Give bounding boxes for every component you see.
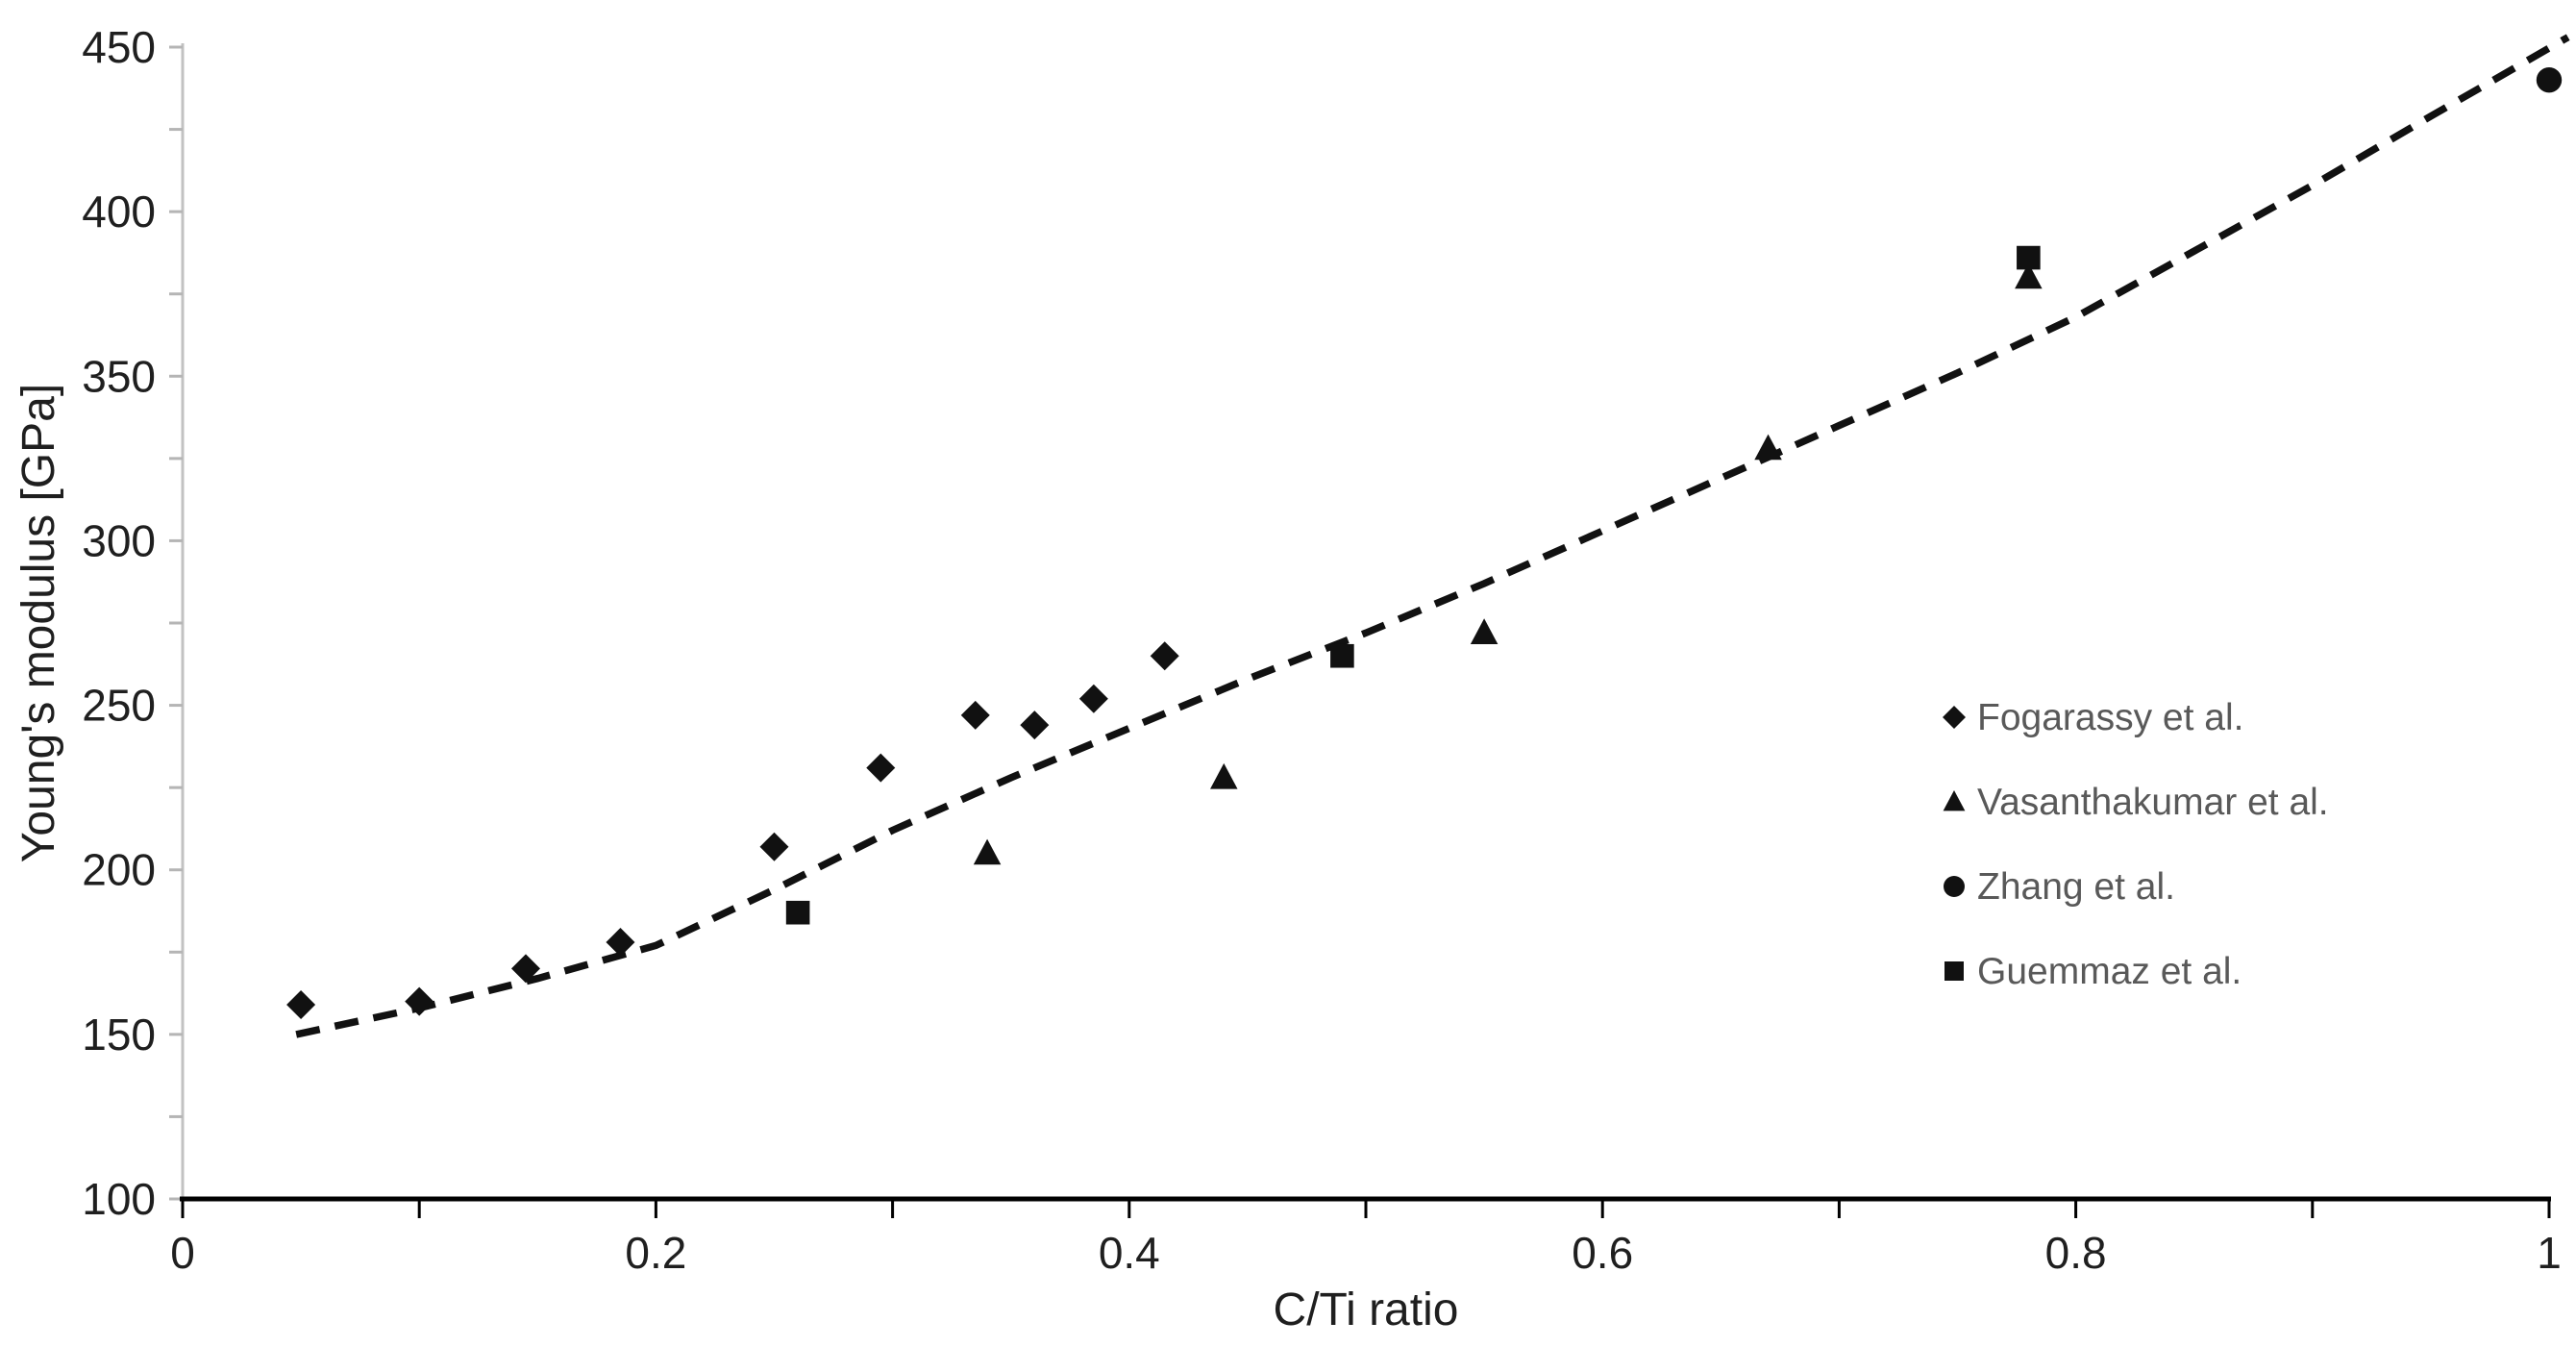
legend-item: Guemmaz et al. <box>1940 929 2329 1013</box>
y-tick-label: 250 <box>82 681 156 731</box>
triangle-legend-icon <box>1943 790 1966 811</box>
square-legend-icon <box>1944 961 1964 981</box>
data-point-diamond <box>510 954 540 984</box>
y-tick-label: 150 <box>82 1010 156 1060</box>
legend-item: Zhang et al. <box>1940 844 2329 929</box>
data-point-triangle <box>973 838 1002 865</box>
data-point-triangle <box>1470 618 1499 644</box>
data-point-diamond <box>405 986 434 1016</box>
circle-legend-icon <box>1944 876 1965 897</box>
data-point-circle <box>2536 67 2563 93</box>
data-point-diamond <box>606 928 635 958</box>
data-point-diamond <box>960 700 990 730</box>
data-point-square <box>1330 643 1354 668</box>
legend-item-label: Guemmaz et al. <box>1977 950 2242 992</box>
data-point-diamond <box>1150 641 1179 671</box>
data-point-triangle <box>1210 762 1238 789</box>
y-tick-label: 300 <box>82 515 156 565</box>
diamond-legend-icon <box>1943 706 1966 729</box>
x-tick-label: 0.8 <box>2045 1228 2107 1278</box>
y-tick-label: 100 <box>82 1174 156 1224</box>
x-tick-label: 0.4 <box>1099 1228 1160 1278</box>
legend-item: Vasanthakumar et al. <box>1940 760 2329 844</box>
data-point-square <box>2017 245 2041 270</box>
y-tick-label: 200 <box>82 845 156 895</box>
data-point-diamond <box>759 832 789 861</box>
legend-item-label: Vasanthakumar et al. <box>1977 781 2329 823</box>
y-tick-label: 350 <box>82 351 156 401</box>
data-point-diamond <box>1078 684 1108 713</box>
y-tick-label: 450 <box>82 22 156 72</box>
legend-item: Fogarassy et al. <box>1940 675 2329 760</box>
data-point-triangle <box>1754 434 1782 461</box>
x-tick-label: 0.2 <box>625 1228 686 1278</box>
x-axis-title: C/Ti ratio <box>1274 1285 1459 1335</box>
x-tick-label: 1 <box>2537 1228 2562 1278</box>
data-point-triangle <box>2015 262 2043 289</box>
x-tick-label: 0.6 <box>1572 1228 1633 1278</box>
x-tick-label: 0 <box>170 1228 195 1278</box>
data-point-diamond <box>1020 711 1050 740</box>
data-point-diamond <box>286 990 316 1020</box>
y-tick-label: 400 <box>82 187 156 237</box>
legend: Fogarassy et al. Vasanthakumar et al. Zhan… <box>1940 675 2329 1013</box>
legend-item-label: Zhang et al. <box>1977 865 2175 908</box>
y-axis-title: Young's modulus [GPa] <box>13 384 64 862</box>
data-point-square <box>785 900 810 925</box>
legend-item-label: Fogarassy et al. <box>1977 696 2244 738</box>
data-point-diamond <box>866 753 896 783</box>
